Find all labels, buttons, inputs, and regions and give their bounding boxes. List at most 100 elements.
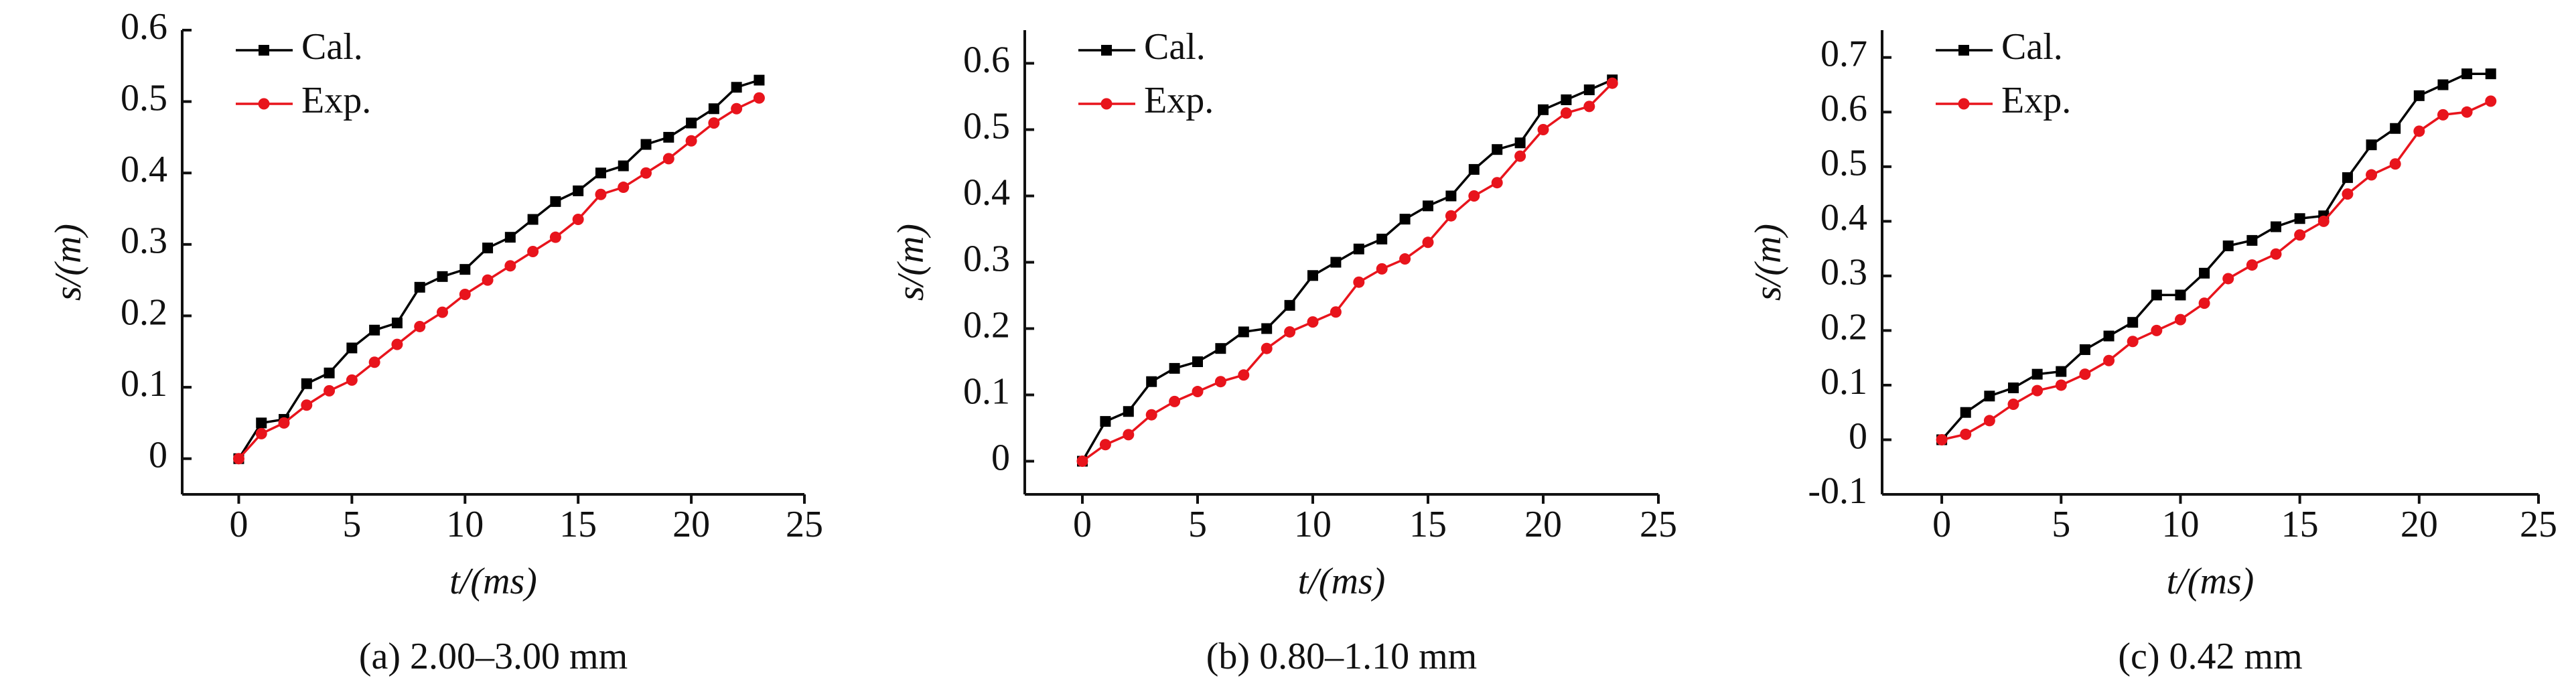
data-point	[2246, 259, 2258, 271]
data-point	[549, 231, 561, 243]
data-point	[1468, 190, 1480, 202]
y-tick-label: 0.4	[1820, 197, 1867, 238]
data-point	[232, 453, 244, 465]
data-point	[2294, 213, 2305, 224]
data-point	[2366, 169, 2378, 181]
data-point	[2413, 90, 2425, 101]
data-point	[1514, 150, 1526, 162]
series-line	[1081, 78, 1613, 462]
legend-label: Cal.	[301, 26, 363, 68]
x-tick-label: 10	[446, 504, 484, 545]
data-point	[686, 117, 697, 129]
data-point	[1238, 369, 1250, 381]
caption: (a) 2.00–3.00 mm	[359, 636, 628, 677]
data-point	[754, 74, 765, 86]
data-point	[1468, 163, 1480, 175]
data-point	[2198, 297, 2210, 309]
data-point	[2079, 368, 2091, 380]
x-tick-label: 10	[1294, 504, 1332, 545]
data-point	[1284, 326, 1296, 338]
legend-label: Cal.	[2001, 26, 2063, 68]
data-point	[2103, 330, 2115, 342]
data-point	[2342, 188, 2354, 200]
data-point	[2174, 314, 2186, 326]
data-point	[572, 214, 584, 226]
data-point	[2413, 125, 2425, 137]
legend-label: Cal.	[1144, 26, 1206, 68]
data-point	[731, 102, 743, 115]
data-point	[640, 167, 652, 179]
legend-label: Exp.	[301, 80, 371, 121]
data-point	[595, 188, 607, 200]
data-point	[685, 135, 697, 147]
data-point	[708, 103, 719, 115]
y-tick-label: 0.7	[1820, 33, 1867, 75]
data-point	[2151, 324, 2163, 336]
data-point	[618, 182, 630, 194]
data-point	[2127, 317, 2139, 328]
data-point	[1169, 362, 1180, 374]
y-tick-label: 0.5	[963, 105, 1010, 147]
y-tick-label: 0.4	[963, 171, 1010, 213]
y-tick-label: -0.1	[1808, 470, 1867, 512]
data-point	[504, 232, 516, 243]
data-point	[1099, 439, 1111, 451]
data-point	[1192, 386, 1204, 398]
y-tick-label: 0.6	[121, 6, 167, 48]
x-tick-label: 0	[229, 504, 248, 545]
x-tick-label: 5	[1188, 504, 1207, 545]
data-point	[1330, 257, 1342, 268]
data-point	[2127, 336, 2139, 348]
data-point	[1491, 177, 1503, 189]
data-point	[459, 264, 471, 275]
y-axis-label: s/(m)	[890, 224, 932, 301]
legend-label: Exp.	[1144, 80, 1214, 121]
data-point	[2485, 95, 2497, 107]
data-point	[2390, 123, 2401, 134]
legend-marker	[1958, 98, 1970, 110]
data-point	[1514, 137, 1526, 149]
data-point	[2222, 273, 2234, 285]
data-point	[618, 160, 629, 171]
data-point	[731, 82, 742, 93]
x-tick-label: 0	[1932, 504, 1951, 545]
data-point	[255, 427, 267, 439]
data-point	[2056, 366, 2067, 377]
data-point	[1214, 376, 1226, 388]
data-point	[1376, 233, 1388, 245]
legend-marker	[259, 45, 269, 56]
data-point	[2007, 398, 2019, 410]
data-point	[2366, 139, 2377, 151]
data-point	[1983, 415, 1995, 427]
data-point	[595, 167, 606, 179]
data-point	[2031, 368, 2043, 380]
data-point	[1492, 144, 1503, 155]
data-point	[1399, 253, 1411, 265]
x-tick-label: 10	[2161, 504, 2199, 545]
y-tick-label: 0.2	[121, 291, 167, 333]
series-line	[1081, 82, 1614, 462]
x-tick-label: 20	[2401, 504, 2438, 545]
data-point	[1330, 306, 1342, 318]
data-point	[1238, 326, 1249, 338]
y-tick-label: 0.3	[963, 238, 1010, 279]
data-point	[1960, 407, 1971, 418]
y-tick-label: 0.3	[1820, 252, 1867, 293]
data-point	[527, 246, 539, 258]
data-point	[2461, 68, 2473, 80]
data-point	[2485, 68, 2496, 80]
y-tick-label: 0	[149, 435, 167, 476]
data-point	[708, 117, 720, 129]
x-tick-label: 5	[2052, 504, 2070, 545]
data-point	[2437, 79, 2449, 90]
y-tick-label: 0.5	[121, 77, 167, 119]
data-point	[1583, 100, 1595, 113]
data-point	[1936, 433, 1948, 445]
x-axis-label: t/(ms)	[2167, 561, 2255, 602]
data-point	[1538, 104, 1549, 115]
x-axis-label: t/(ms)	[1298, 561, 1386, 602]
data-point	[391, 318, 403, 329]
data-point	[2437, 109, 2449, 121]
legend-marker	[1101, 45, 1112, 56]
